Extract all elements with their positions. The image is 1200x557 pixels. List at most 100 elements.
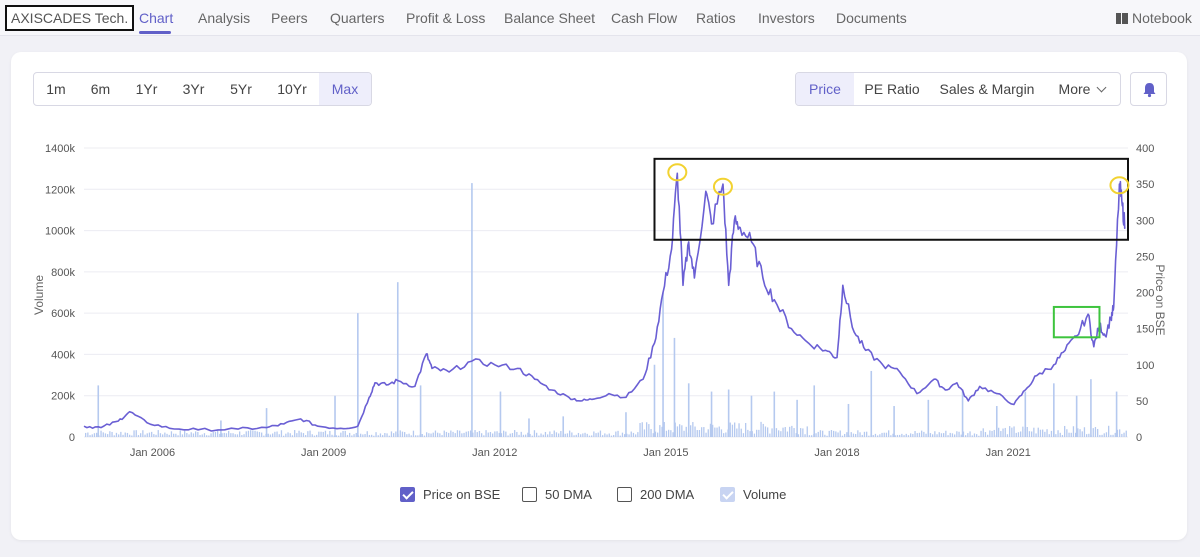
volume-bar xyxy=(591,435,593,437)
volume-bar xyxy=(353,434,355,437)
volume-bar xyxy=(934,431,936,437)
volume-bar xyxy=(223,432,225,437)
volume-bar xyxy=(329,430,331,437)
volume-bar xyxy=(1048,434,1050,437)
volume-bar xyxy=(109,431,111,437)
legend-volume[interactable]: Volume xyxy=(720,487,786,503)
y-right-tick-label: 50 xyxy=(1136,396,1148,408)
y-right-tick-label: 0 xyxy=(1136,432,1142,444)
range-1m-button[interactable]: 1m xyxy=(46,81,66,97)
volume-bar xyxy=(120,431,122,437)
range-max-button[interactable]: Max xyxy=(319,73,371,105)
volume-bar xyxy=(949,432,951,437)
volume-bar xyxy=(551,433,553,437)
volume-bar xyxy=(342,430,344,437)
range-6m-button[interactable]: 6m xyxy=(90,81,111,97)
volume-bar xyxy=(1066,429,1068,437)
volume-spike xyxy=(396,282,399,437)
volume-bar xyxy=(450,430,452,437)
volume-bar xyxy=(852,433,855,437)
metric-selector: Price PE Ratio Sales & Margin More xyxy=(795,72,1121,106)
volume-bar xyxy=(916,433,918,437)
legend-200-dma[interactable]: 200 DMA xyxy=(617,487,694,503)
volume-bar xyxy=(1022,426,1024,437)
volume-bar xyxy=(232,433,234,437)
volume-bar xyxy=(443,430,445,437)
tab-ratios[interactable]: Ratios xyxy=(696,10,736,26)
volume-bar xyxy=(542,434,544,437)
volume-bar xyxy=(269,434,272,437)
volume-bar xyxy=(287,432,289,437)
volume-bar xyxy=(1050,430,1053,437)
tab-documents[interactable]: Documents xyxy=(836,10,907,26)
volume-bar xyxy=(102,432,104,437)
volume-bar xyxy=(203,433,206,437)
range-5yr-button[interactable]: 5Yr xyxy=(230,81,252,97)
volume-bar xyxy=(404,432,406,437)
volume-bar xyxy=(298,430,300,437)
volume-bar xyxy=(712,424,714,437)
tab-cash-flow[interactable]: Cash Flow xyxy=(611,10,678,26)
range-3yr-button[interactable]: 3Yr xyxy=(182,81,205,97)
volume-bar xyxy=(608,433,610,437)
volume-bar xyxy=(971,435,973,437)
company-name[interactable]: AXISCADES Tech. xyxy=(5,5,135,31)
volume-bar xyxy=(382,435,384,437)
pe-ratio-button[interactable]: PE Ratio xyxy=(864,81,920,97)
volume-bar xyxy=(313,435,316,437)
notebook-label: Notebook xyxy=(1132,10,1192,26)
volume-bar xyxy=(654,431,657,437)
volume-bar xyxy=(164,432,166,437)
volume-bar xyxy=(531,435,533,437)
volume-bar xyxy=(956,431,958,437)
volume-bar xyxy=(104,433,107,437)
range-10yr-button[interactable]: 10Yr xyxy=(277,81,307,97)
volume-bar xyxy=(184,430,186,437)
volume-bar xyxy=(729,422,731,437)
volume-bar xyxy=(208,435,210,437)
volume-bar xyxy=(155,434,157,437)
volume-bar xyxy=(124,432,126,437)
tab-balance-sheet[interactable]: Balance Sheet xyxy=(504,10,596,26)
volume-bar xyxy=(379,433,382,437)
volume-bar xyxy=(258,432,261,437)
tab-quarters[interactable]: Quarters xyxy=(330,10,385,26)
y-right-tick-label: 250 xyxy=(1136,251,1154,263)
tab-chart[interactable]: Chart xyxy=(139,10,174,26)
y-right-tick-label: 150 xyxy=(1136,324,1154,336)
y-left-tick-label: 1400k xyxy=(45,143,75,155)
legend-price-on-bse[interactable]: Price on BSE xyxy=(400,487,500,503)
volume-bar xyxy=(868,435,870,437)
tab-profit-loss[interactable]: Profit & Loss xyxy=(406,10,486,26)
volume-bar xyxy=(126,432,129,437)
volume-bar xyxy=(1108,425,1110,437)
volume-bar xyxy=(217,430,219,437)
volume-bar xyxy=(844,433,846,437)
sales-margin-button[interactable]: Sales & Margin xyxy=(939,81,1035,97)
more-dropdown[interactable]: More xyxy=(1044,73,1120,105)
volume-spike xyxy=(1090,379,1092,437)
range-1yr-button[interactable]: 1Yr xyxy=(135,81,158,97)
tab-analysis[interactable]: Analysis xyxy=(198,10,251,26)
volume-bar xyxy=(857,430,859,437)
tab-peers[interactable]: Peers xyxy=(271,10,308,26)
volume-bar xyxy=(723,433,725,437)
volume-bar xyxy=(606,434,608,437)
notebook-link[interactable]: Notebook xyxy=(1116,10,1192,26)
price-button[interactable]: Price xyxy=(796,73,854,105)
volume-bar xyxy=(351,435,353,437)
highlight-circle-yellow xyxy=(712,177,733,196)
volume-bar xyxy=(360,433,362,437)
volume-bar xyxy=(489,431,492,437)
volume-bar xyxy=(804,434,806,437)
volume-bar xyxy=(925,433,927,437)
volume-bar xyxy=(709,423,712,437)
alert-button[interactable] xyxy=(1130,72,1167,106)
tab-investors[interactable]: Investors xyxy=(758,10,815,26)
volume-spike xyxy=(773,391,776,437)
volume-bar xyxy=(588,435,591,437)
legend-50-dma[interactable]: 50 DMA xyxy=(522,487,592,503)
volume-bar xyxy=(826,435,828,437)
volume-bar xyxy=(753,433,756,437)
volume-bar xyxy=(943,433,945,437)
